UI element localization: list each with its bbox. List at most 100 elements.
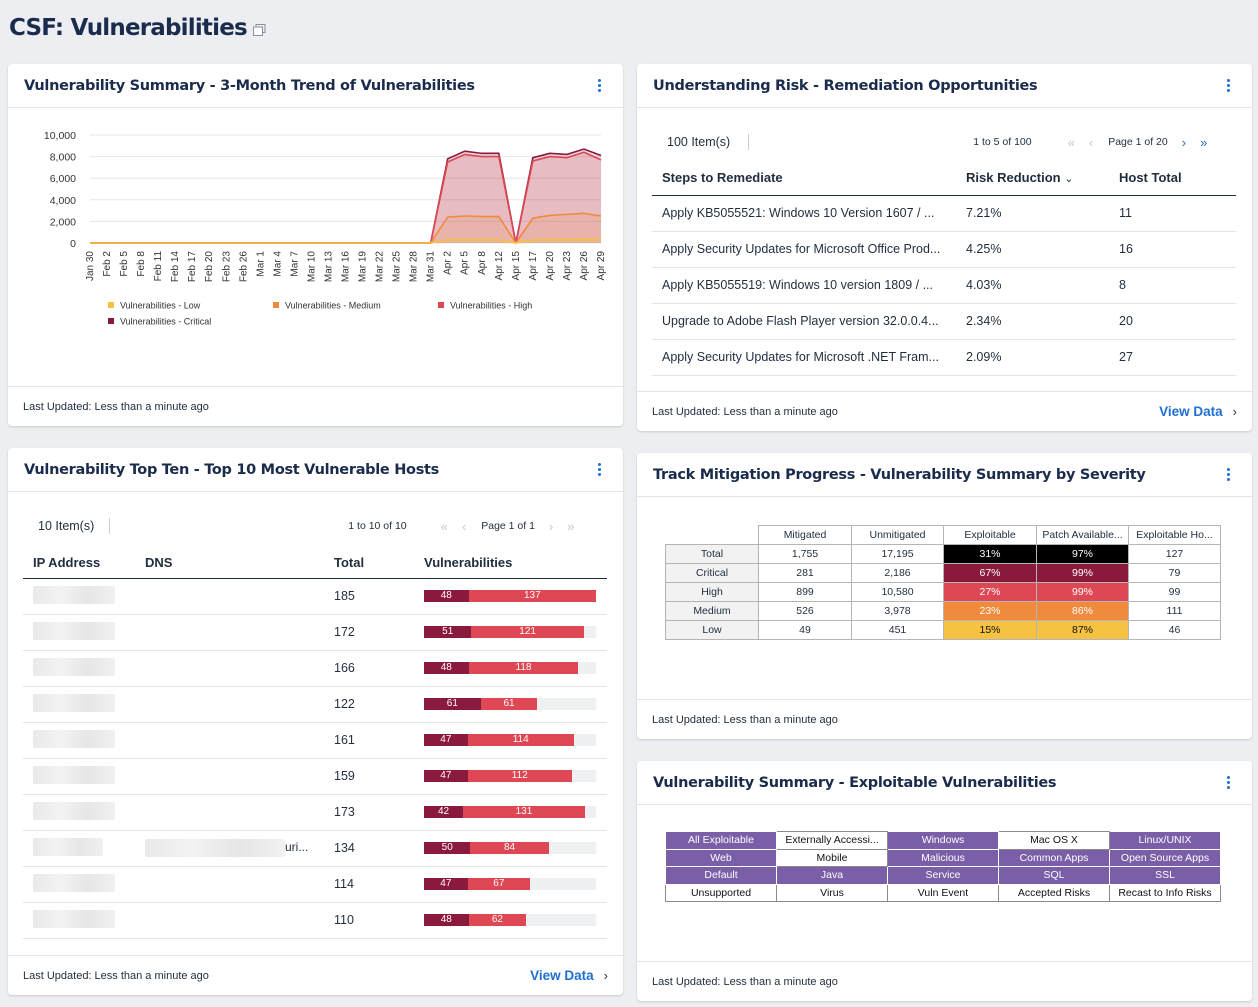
col-vulnerabilities[interactable]: Vulnerabilities <box>414 548 607 579</box>
exploit-category-cell[interactable]: Windows <box>887 831 999 850</box>
table-row[interactable]: 185 48 137 <box>23 578 607 615</box>
vuln-bar[interactable]: 47 114 <box>424 734 596 746</box>
col-total[interactable]: Total <box>324 548 414 579</box>
cell-exploitable-hosts[interactable]: 99 <box>1128 582 1221 602</box>
exploit-category-cell[interactable]: Web <box>665 848 777 867</box>
table-row[interactable]: 114 47 67 <box>23 866 607 903</box>
col-risk-reduction[interactable]: Risk Reduction ⌄ <box>956 161 1109 196</box>
cell-exploitable[interactable]: 31% <box>943 544 1037 564</box>
table-row[interactable]: 161 47 114 <box>23 722 607 759</box>
cell-patch-available[interactable]: 99% <box>1036 582 1129 602</box>
cell-unmitigated[interactable]: 17,195 <box>851 544 944 564</box>
exploit-category-cell[interactable]: SQL <box>998 866 1110 885</box>
cell-mitigated[interactable]: 281 <box>758 563 852 583</box>
cell-unmitigated[interactable]: 451 <box>851 620 944 640</box>
exploit-category-cell[interactable]: Accepted Risks <box>998 883 1110 902</box>
cell-mitigated[interactable]: 526 <box>758 601 852 621</box>
exploit-category-cell[interactable]: Mac OS X <box>998 831 1110 850</box>
cell-exploitable[interactable]: 23% <box>943 601 1037 621</box>
exploit-category-cell[interactable]: Externally Accessi... <box>776 831 888 850</box>
vuln-bar[interactable]: 51 121 <box>424 626 596 638</box>
table-row[interactable]: Upgrade to Adobe Flash Player version 32… <box>652 303 1236 340</box>
legend-label[interactable]: Vulnerabilities - Low <box>120 301 201 311</box>
vuln-bar[interactable]: 47 112 <box>424 770 596 782</box>
cell-exploitable[interactable]: 67% <box>943 563 1037 583</box>
last-page-icon[interactable]: » <box>567 518 575 534</box>
vuln-bar[interactable]: 50 84 <box>424 842 596 854</box>
legend-label[interactable]: Vulnerabilities - Critical <box>120 317 211 327</box>
cell-exploitable-hosts[interactable]: 79 <box>1128 563 1221 583</box>
view-data-link[interactable]: View Data › <box>530 968 608 983</box>
redacted-ip <box>33 837 103 856</box>
first-page-icon[interactable]: « <box>1067 134 1075 150</box>
more-options-icon[interactable] <box>1220 467 1236 483</box>
exploit-category-cell[interactable]: Common Apps <box>998 848 1110 867</box>
more-options-icon[interactable] <box>1220 78 1236 94</box>
exploit-category-cell[interactable]: SSL <box>1109 866 1221 885</box>
col-dns[interactable]: DNS <box>135 548 324 579</box>
table-row[interactable]: uri... 134 50 84 <box>23 830 607 867</box>
next-page-icon[interactable]: › <box>548 518 554 534</box>
table-row[interactable]: 172 51 121 <box>23 614 607 651</box>
legend-label[interactable]: Vulnerabilities - High <box>450 301 532 311</box>
prev-page-icon[interactable]: ‹ <box>461 518 467 534</box>
legend-label[interactable]: Vulnerabilities - Medium <box>285 301 381 311</box>
exploit-category-cell[interactable]: Service <box>887 866 999 885</box>
cell-mitigated[interactable]: 1,755 <box>758 544 852 564</box>
col-steps[interactable]: Steps to Remediate <box>652 161 956 196</box>
exploit-category-cell[interactable]: Default <box>665 866 777 885</box>
vuln-bar[interactable]: 48 137 <box>424 590 596 602</box>
more-options-icon[interactable] <box>591 78 607 94</box>
table-row[interactable]: 173 42 131 <box>23 794 607 831</box>
exploit-category-cell[interactable]: Mobile <box>776 848 888 867</box>
table-row[interactable]: Apply Security Updates for Microsoft Off… <box>652 231 1236 268</box>
cell-unmitigated[interactable]: 2,186 <box>851 563 944 583</box>
cell-patch-available[interactable]: 87% <box>1036 620 1129 640</box>
vuln-bar[interactable]: 42 131 <box>424 806 596 818</box>
next-page-icon[interactable]: › <box>1181 134 1187 150</box>
table-row[interactable]: Apply Security Updates for Microsoft .NE… <box>652 339 1236 376</box>
cell-unmitigated[interactable]: 3,978 <box>851 601 944 621</box>
table-row[interactable]: Apply KB5055521: Windows 10 Version 1607… <box>652 195 1236 232</box>
cell-patch-available[interactable]: 99% <box>1036 563 1129 583</box>
cell-unmitigated[interactable]: 10,580 <box>851 582 944 602</box>
exploit-category-cell[interactable]: Open Source Apps <box>1109 848 1221 867</box>
exploit-category-cell[interactable]: All Exploitable <box>665 831 777 850</box>
vuln-bar[interactable]: 61 61 <box>424 698 596 710</box>
table-row[interactable]: 159 47 112 <box>23 758 607 795</box>
cell-mitigated[interactable]: 899 <box>758 582 852 602</box>
vuln-bar[interactable]: 48 62 <box>424 914 596 926</box>
col-ip-address[interactable]: IP Address <box>23 548 135 579</box>
exploit-category-cell[interactable]: Recast to Info Risks <box>1109 883 1221 902</box>
exploit-category-cell[interactable]: Unsupported <box>665 883 777 902</box>
cell-exploitable-hosts[interactable]: 46 <box>1128 620 1221 640</box>
table-row[interactable]: 110 48 62 <box>23 902 607 939</box>
vuln-bar[interactable]: 48 118 <box>424 662 596 674</box>
cell-exploitable[interactable]: 27% <box>943 582 1037 602</box>
cell-exploitable[interactable]: 15% <box>943 620 1037 640</box>
view-data-link[interactable]: View Data › <box>1159 404 1237 419</box>
copy-icon[interactable] <box>252 24 266 36</box>
vuln-bar[interactable]: 47 67 <box>424 878 596 890</box>
col-host-total[interactable]: Host Total <box>1109 161 1236 196</box>
cell-patch-available[interactable]: 86% <box>1036 601 1129 621</box>
prev-page-icon[interactable]: ‹ <box>1088 134 1094 150</box>
exploit-category-cell[interactable]: Vuln Event <box>887 883 999 902</box>
cell-exploitable-hosts[interactable]: 127 <box>1128 544 1221 564</box>
last-page-icon[interactable]: » <box>1200 134 1208 150</box>
table-row[interactable]: 122 61 61 <box>23 686 607 723</box>
table-row[interactable]: Apply KB5055519: Windows 10 version 1809… <box>652 267 1236 304</box>
sort-chevron-down-icon[interactable]: ⌄ <box>1064 173 1074 186</box>
first-page-icon[interactable]: « <box>440 518 448 534</box>
cell-exploitable-hosts[interactable]: 111 <box>1128 601 1221 621</box>
exploit-category-cell[interactable]: Malicious <box>887 848 999 867</box>
cell-mitigated[interactable]: 49 <box>758 620 852 640</box>
cell-patch-available[interactable]: 97% <box>1036 544 1129 564</box>
table-row[interactable]: 166 48 118 <box>23 650 607 687</box>
exploit-category-cell[interactable]: Java <box>776 866 888 885</box>
exploit-category-cell[interactable]: Virus <box>776 883 888 902</box>
more-options-icon[interactable] <box>591 462 607 478</box>
exploit-category-cell[interactable]: Linux/UNIX <box>1109 831 1221 850</box>
series-line[interactable] <box>90 238 602 244</box>
more-options-icon[interactable] <box>1220 775 1236 791</box>
